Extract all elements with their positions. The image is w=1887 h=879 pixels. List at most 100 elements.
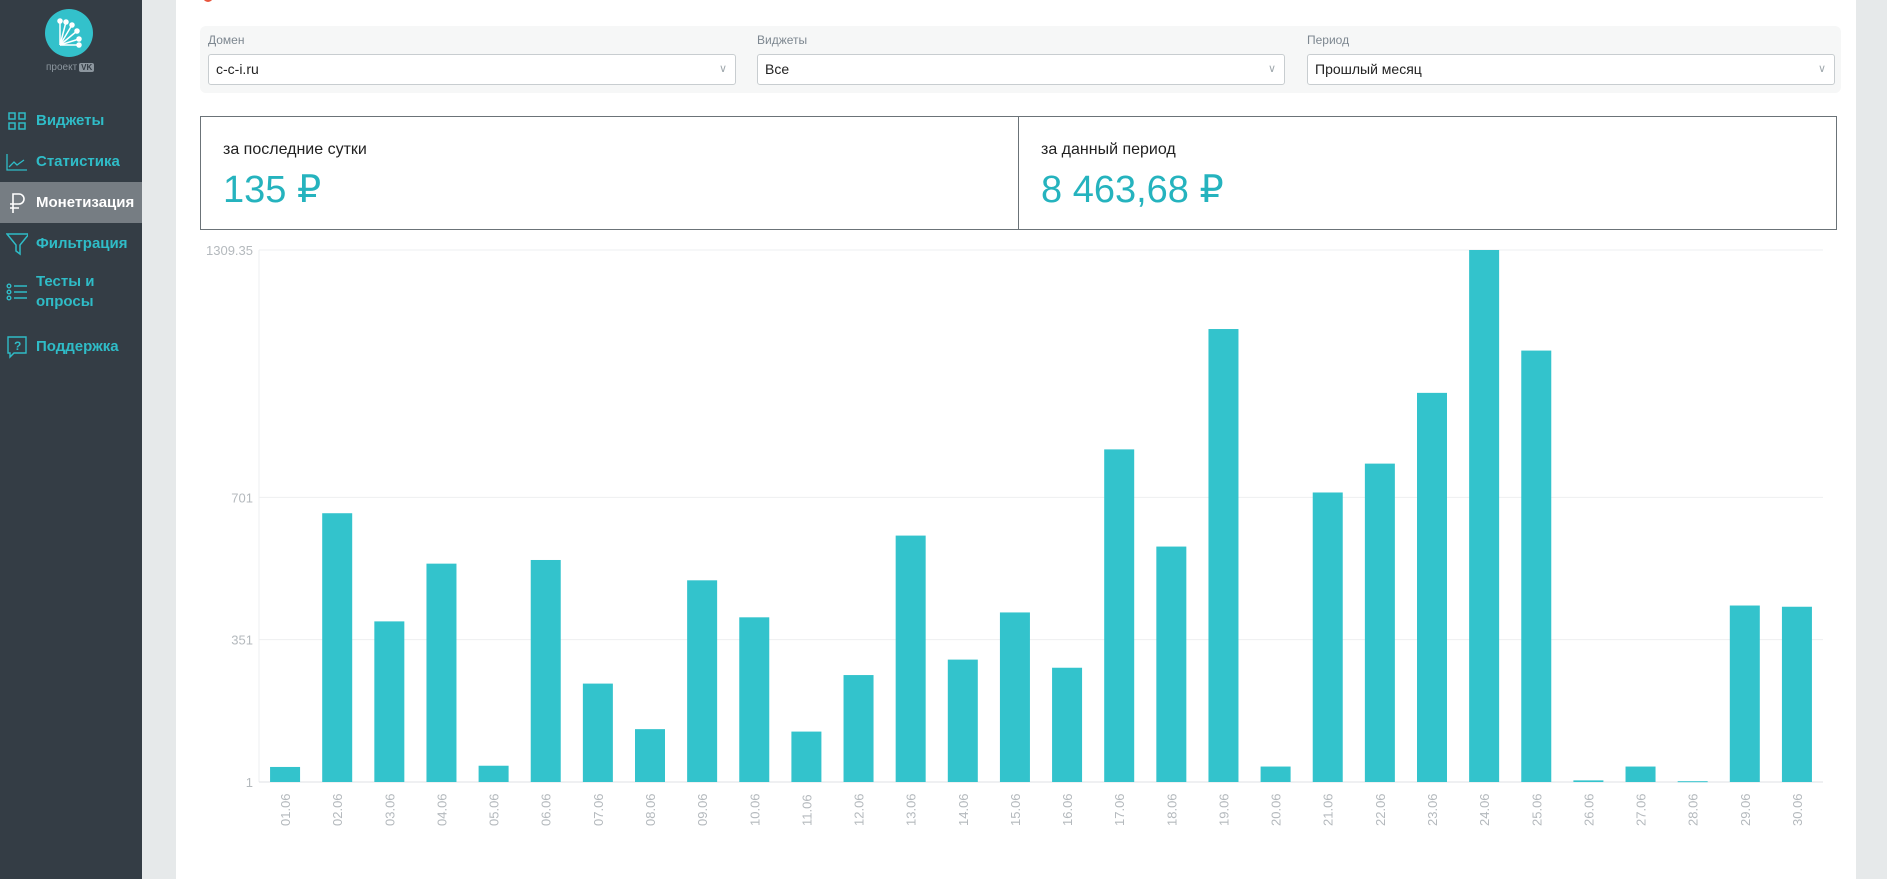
x-tick-label: 22.06 (1373, 793, 1388, 826)
grid-icon (6, 110, 28, 132)
bar (1625, 766, 1656, 782)
x-tick-label: 20.06 (1269, 793, 1284, 826)
sidebar-item-label: Монетизация (36, 193, 135, 211)
x-tick-label: 15.06 (1008, 793, 1023, 826)
bar (1156, 546, 1187, 782)
widgets-select[interactable]: Все ∨ (757, 54, 1285, 85)
x-tick-label: 02.06 (330, 793, 345, 826)
bar (895, 535, 926, 782)
bar (1312, 492, 1343, 782)
x-tick-label: 04.06 (434, 793, 449, 826)
x-tick-label: 10.06 (747, 793, 762, 826)
x-tick-label: 07.06 (591, 793, 606, 826)
sidebar-item-label: Виджеты (36, 111, 105, 129)
widgets-label: Виджеты (757, 33, 808, 47)
bar (635, 729, 665, 782)
y-tick-label: 1 (246, 775, 253, 790)
bar (478, 765, 509, 782)
bar (270, 766, 301, 782)
svg-text:?: ? (14, 339, 21, 353)
bar (999, 612, 1030, 782)
stat-value: 8 463,68 ₽ (1041, 169, 1224, 211)
stat-value: 135 ₽ (223, 169, 322, 211)
bar (687, 580, 718, 782)
x-tick-label: 25.06 (1529, 793, 1544, 826)
filter-icon (6, 232, 28, 255)
chevron-down-icon: ∨ (718, 63, 727, 75)
logo-text: проект VK (46, 62, 95, 73)
x-tick-label: 14.06 (956, 793, 971, 826)
x-tick-label: 24.06 (1477, 793, 1492, 826)
y-tick-label: 701 (231, 490, 253, 505)
help-icon: ? (6, 335, 28, 359)
sidebar-item-0[interactable]: Виджеты (0, 100, 142, 141)
x-tick-label: 16.06 (1060, 793, 1075, 826)
sidebar-item-2[interactable]: Монетизация (0, 182, 142, 223)
stat-period: за данный период 8 463,68 ₽ (1018, 117, 1836, 229)
chevron-down-icon: ∨ (1267, 63, 1276, 75)
bar (739, 617, 770, 782)
bar (582, 683, 613, 782)
x-tick-label: 06.06 (539, 793, 554, 826)
sidebar-item-4[interactable]: Тесты и опросы (0, 264, 142, 319)
x-tick-label: 19.06 (1216, 793, 1231, 826)
bar (1677, 781, 1708, 783)
bar (530, 559, 561, 782)
bar (1364, 463, 1395, 782)
x-tick-label: 08.06 (643, 793, 658, 826)
x-tick-label: 28.06 (1686, 793, 1701, 826)
bar (791, 731, 822, 782)
bar (947, 659, 978, 782)
bar (1417, 392, 1447, 782)
sidebar-item-label: Тесты и опросы (36, 272, 95, 310)
bar (1052, 667, 1083, 782)
bar (1521, 350, 1552, 782)
stat-label: за последние сутки (223, 141, 367, 158)
period-select[interactable]: Прошлый месяц ∨ (1307, 54, 1835, 85)
x-tick-label: 30.06 (1790, 793, 1805, 826)
stat-label: за данный период (1041, 141, 1176, 158)
bar (1260, 766, 1291, 782)
sidebar-item-1[interactable]: Статистика (0, 141, 142, 182)
ruble-icon (6, 192, 28, 214)
bar (1573, 780, 1604, 782)
bar (426, 563, 457, 782)
bar (374, 621, 405, 782)
x-tick-label: 11.06 (799, 794, 814, 826)
stat-last-day: за последние сутки 135 ₽ (201, 117, 1018, 229)
notification-dot (203, 0, 213, 2)
main-panel: Домен c-c-i.ru ∨ Виджеты Все ∨ Период Прош… (176, 0, 1856, 879)
bar (1208, 329, 1239, 782)
chevron-down-icon: ∨ (1817, 63, 1826, 75)
x-tick-label: 12.06 (852, 793, 867, 826)
x-tick-label: 09.06 (695, 793, 710, 826)
x-tick-label: 23.06 (1425, 793, 1440, 826)
sidebar: проект VK Виджеты Статистика Монетизация Фил… (0, 0, 142, 879)
x-tick-label: 17.06 (1112, 793, 1127, 826)
x-tick-label: 26.06 (1581, 793, 1596, 826)
domain-label: Домен (208, 33, 245, 47)
bar (1469, 250, 1500, 782)
stats-panel: за последние сутки 135 ₽ за данный период… (200, 116, 1837, 230)
x-tick-label: 18.06 (1164, 793, 1179, 826)
bar (322, 513, 353, 782)
sidebar-item-5[interactable]: ? Поддержка (0, 326, 142, 367)
period-label: Период (1307, 33, 1350, 47)
x-tick-label: 29.06 (1738, 793, 1753, 826)
y-tick-label: 351 (231, 633, 253, 648)
x-tick-label: 05.06 (487, 793, 502, 826)
bar (843, 675, 874, 782)
bar (1729, 605, 1760, 782)
sidebar-item-label: Поддержка (36, 337, 119, 355)
logo-icon[interactable] (45, 9, 93, 57)
x-tick-label: 03.06 (382, 793, 397, 826)
bar (1781, 606, 1812, 782)
sidebar-item-3[interactable]: Фильтрация (0, 223, 142, 264)
bar (1104, 449, 1135, 782)
domain-select[interactable]: c-c-i.ru ∨ (208, 54, 736, 85)
sidebar-item-label: Статистика (36, 152, 120, 170)
revenue-bar-chart: 1 351 701 1309.35 01.06 02.06 03.06 04.06 05.06 0… (206, 243, 1823, 826)
x-tick-label: 01.06 (278, 793, 293, 826)
x-tick-label: 27.06 (1634, 793, 1649, 826)
list-icon (6, 281, 28, 303)
